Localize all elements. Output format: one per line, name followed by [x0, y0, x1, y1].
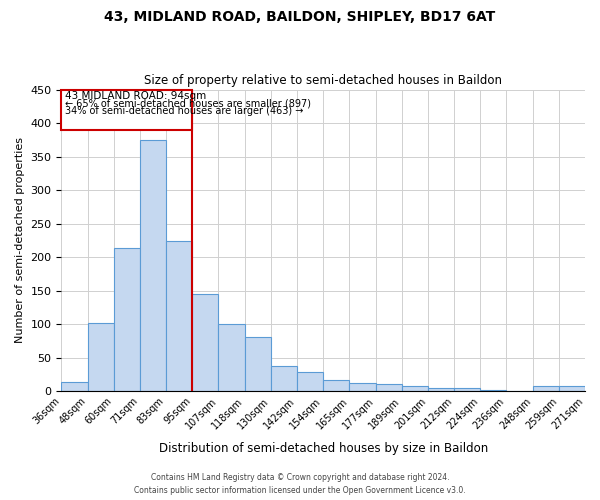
Bar: [88, 324, 114, 391]
Y-axis label: Number of semi-detached properties: Number of semi-detached properties: [15, 138, 25, 344]
Bar: [271, 366, 297, 391]
Bar: [193, 294, 218, 391]
Bar: [480, 390, 506, 391]
Bar: [559, 386, 585, 391]
Bar: [349, 383, 376, 391]
Text: Contains HM Land Registry data © Crown copyright and database right 2024.
Contai: Contains HM Land Registry data © Crown c…: [134, 474, 466, 495]
Bar: [428, 388, 454, 391]
Text: 43 MIDLAND ROAD: 94sqm: 43 MIDLAND ROAD: 94sqm: [65, 91, 206, 101]
Title: Size of property relative to semi-detached houses in Baildon: Size of property relative to semi-detach…: [144, 74, 502, 87]
Bar: [376, 384, 402, 391]
Text: ← 65% of semi-detached houses are smaller (897): ← 65% of semi-detached houses are smalle…: [65, 98, 311, 108]
Text: 34% of semi-detached houses are larger (463) →: 34% of semi-detached houses are larger (…: [65, 106, 304, 116]
Bar: [61, 382, 88, 391]
Bar: [533, 386, 559, 391]
Bar: [114, 248, 140, 391]
X-axis label: Distribution of semi-detached houses by size in Baildon: Distribution of semi-detached houses by …: [158, 442, 488, 455]
Bar: [297, 372, 323, 391]
Text: 43, MIDLAND ROAD, BAILDON, SHIPLEY, BD17 6AT: 43, MIDLAND ROAD, BAILDON, SHIPLEY, BD17…: [104, 10, 496, 24]
Bar: [323, 380, 349, 391]
Bar: [218, 324, 245, 391]
Bar: [245, 337, 271, 391]
FancyBboxPatch shape: [61, 90, 193, 130]
Bar: [166, 241, 193, 391]
Bar: [140, 140, 166, 391]
Bar: [402, 386, 428, 391]
Bar: [454, 388, 480, 391]
